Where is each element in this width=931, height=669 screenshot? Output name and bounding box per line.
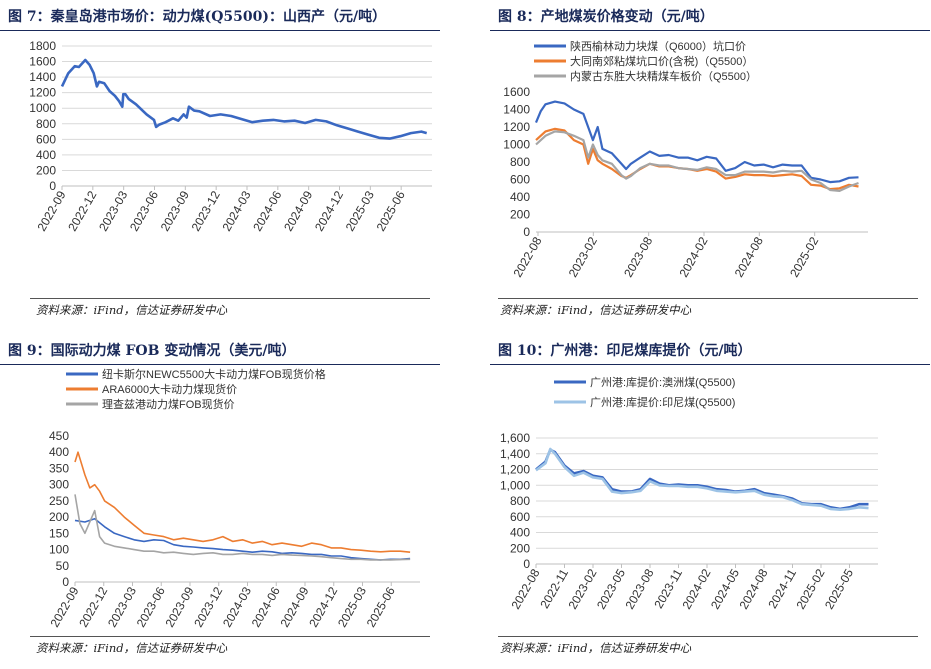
- title-rule: [490, 364, 930, 365]
- source-note: 资料来源：iFind，信达证券研发中心: [500, 303, 692, 317]
- y-tick-label: 100: [49, 543, 69, 557]
- series-line-1: [60, 58, 428, 140]
- x-tick-label: 2025-06: [374, 188, 408, 233]
- y-tick-label: 1800: [29, 39, 56, 53]
- y-tick-label: 1000: [503, 138, 530, 152]
- figure-10-chart: 02004006008001,0001,2001,4001,6002022-08…: [500, 376, 878, 612]
- y-tick-label: 400: [510, 526, 530, 540]
- x-tick-label: 2022-09: [34, 188, 68, 233]
- x-tick-label: 2023-06: [127, 188, 161, 233]
- legend-label: ARA6000大卡动力煤现货价: [102, 382, 237, 396]
- y-tick-label: 800: [510, 494, 530, 508]
- figure-10-panel: 图 10：广州港：印尼煤库提价（元/吨） 0 200 400 600 800 1,000 1…: [490, 334, 931, 668]
- y-tick-label: 200: [49, 510, 69, 524]
- source-note: 资料来源：iFind，信达证券研发中心: [36, 641, 228, 655]
- series-line-1: [534, 100, 859, 184]
- title-rule: [490, 30, 930, 31]
- figure-9-panel: 图 9：国际动力煤 FOB 变动情况（美元/吨） 0 50 100 150 200 250…: [0, 334, 455, 668]
- series-line-3: [74, 494, 411, 561]
- x-tick-label: 2023-08: [621, 234, 655, 279]
- x-tick-label: 2024-08: [732, 234, 766, 279]
- source-rule: [30, 298, 430, 299]
- legend-label: 陕西榆林动力块煤（Q6000）坑口价: [570, 39, 746, 53]
- y-tick-label: 250: [49, 494, 69, 508]
- series-line-1: [535, 448, 869, 511]
- source-rule: [30, 636, 430, 637]
- y-tick-label: 1,200: [500, 463, 530, 477]
- source-note: 资料来源：iFind，信达证券研发中心: [36, 303, 228, 317]
- series-line-2: [74, 451, 411, 553]
- x-tick-label: 2025-05: [822, 566, 856, 611]
- x-tick-label: 2023-02: [566, 234, 600, 279]
- y-tick-label: 200: [36, 163, 56, 177]
- y-tick-label: 600: [510, 510, 530, 524]
- y-tick-label: 0: [49, 179, 56, 193]
- legend-label: 纽卡斯尔NEWC5500大卡动力煤FOB现货价格: [102, 367, 326, 381]
- source-note: 资料来源：iFind，信达证券研发中心: [500, 641, 692, 655]
- x-tick-label: 2022-12: [65, 188, 99, 233]
- y-tick-label: 450: [49, 429, 69, 443]
- figure-8-chart: 0 200 400 600 800 1000 1200 1400 1600 2022-08 2023…: [503, 39, 868, 280]
- y-tick-label: 1200: [503, 120, 530, 134]
- source-rule: [498, 636, 918, 637]
- y-tick-label: 400: [510, 190, 530, 204]
- series-line-3: [535, 130, 859, 192]
- x-tick-label: 2025-06: [364, 584, 398, 629]
- x-tick-label: 2024-02: [676, 234, 710, 279]
- x-tick-label: 2022-08: [510, 234, 544, 279]
- x-tick-label: 2023-03: [96, 188, 130, 233]
- figure-7-title: 图 7：秦皇岛港市场价：动力煤(Q5500)：山西产（元/吨）: [8, 9, 387, 25]
- x-tick-label: 2024-06: [250, 188, 284, 233]
- y-tick-label: 0: [523, 557, 530, 571]
- figure-7-panel: 图 7：秦皇岛港市场价：动力煤(Q5500)：山西产（元/吨） 0 200 400 6…: [0, 0, 455, 334]
- legend-label: 内蒙古东胜大块精煤车板价（Q5500）: [570, 69, 757, 83]
- y-tick-label: 150: [49, 526, 69, 540]
- y-tick-label: 400: [49, 445, 69, 459]
- y-tick-label: 200: [510, 541, 530, 555]
- y-tick-label: 800: [510, 155, 530, 169]
- x-tick-label: 2024-12: [312, 188, 346, 233]
- y-tick-label: 1,400: [500, 447, 530, 461]
- x-tick-label: 2025-02: [787, 234, 821, 279]
- y-tick-label: 600: [36, 132, 56, 146]
- y-tick-label: 1,600: [500, 431, 530, 445]
- x-tick-label: 2024-03: [219, 188, 253, 233]
- figure-10-title: 图 10：广州港：印尼煤库提价（元/吨）: [498, 343, 752, 359]
- x-tick-label: 2023-12: [189, 188, 223, 233]
- y-tick-label: 1000: [29, 101, 56, 115]
- y-tick-label: 1400: [29, 70, 56, 84]
- y-tick-label: 800: [36, 117, 56, 131]
- y-tick-label: 1400: [503, 103, 530, 117]
- y-tick-label: 1600: [503, 85, 530, 99]
- y-tick-label: 1200: [29, 86, 56, 100]
- x-tick-label: 2025-03: [343, 188, 377, 233]
- title-rule: [0, 364, 440, 365]
- source-rule: [498, 298, 918, 299]
- y-tick-label: 200: [510, 208, 530, 222]
- y-tick-label: 1,000: [500, 478, 530, 492]
- series-line-2: [535, 447, 869, 511]
- figure-8-panel: 图 8：产地煤炭价格变动（元/吨） 0 200 400 600 800 1000 1200 1…: [490, 0, 931, 334]
- legend-label: 大同南郊粘煤坑口价(含税)（Q5500）: [570, 54, 753, 68]
- y-tick-label: 0: [523, 225, 530, 239]
- legend-label: 广州港:库提价:澳洲煤(Q5500): [590, 376, 735, 389]
- y-tick-label: 600: [510, 173, 530, 187]
- legend-label: 理查兹港动力煤FOB现货价: [102, 397, 235, 411]
- y-tick-label: 1600: [29, 55, 56, 69]
- x-tick-label: 2024-09: [281, 188, 315, 233]
- y-tick-label: 50: [56, 559, 70, 573]
- series-line-1: [74, 517, 411, 561]
- figure-9-chart: 0501001502002503003504004502022-092022-1…: [47, 367, 420, 630]
- title-rule: [0, 30, 440, 31]
- legend-label: 广州港:库提价:印尼煤(Q5500): [590, 396, 735, 409]
- y-tick-label: 350: [49, 461, 69, 475]
- figure-9-title: 图 9：国际动力煤 FOB 变动情况（美元/吨）: [8, 343, 296, 359]
- figure-8-title: 图 8：产地煤炭价格变动（元/吨）: [498, 9, 714, 25]
- y-tick-label: 400: [36, 148, 56, 162]
- x-tick-label: 2023-09: [158, 188, 192, 233]
- y-tick-label: 0: [62, 575, 69, 589]
- y-tick-label: 300: [49, 478, 69, 492]
